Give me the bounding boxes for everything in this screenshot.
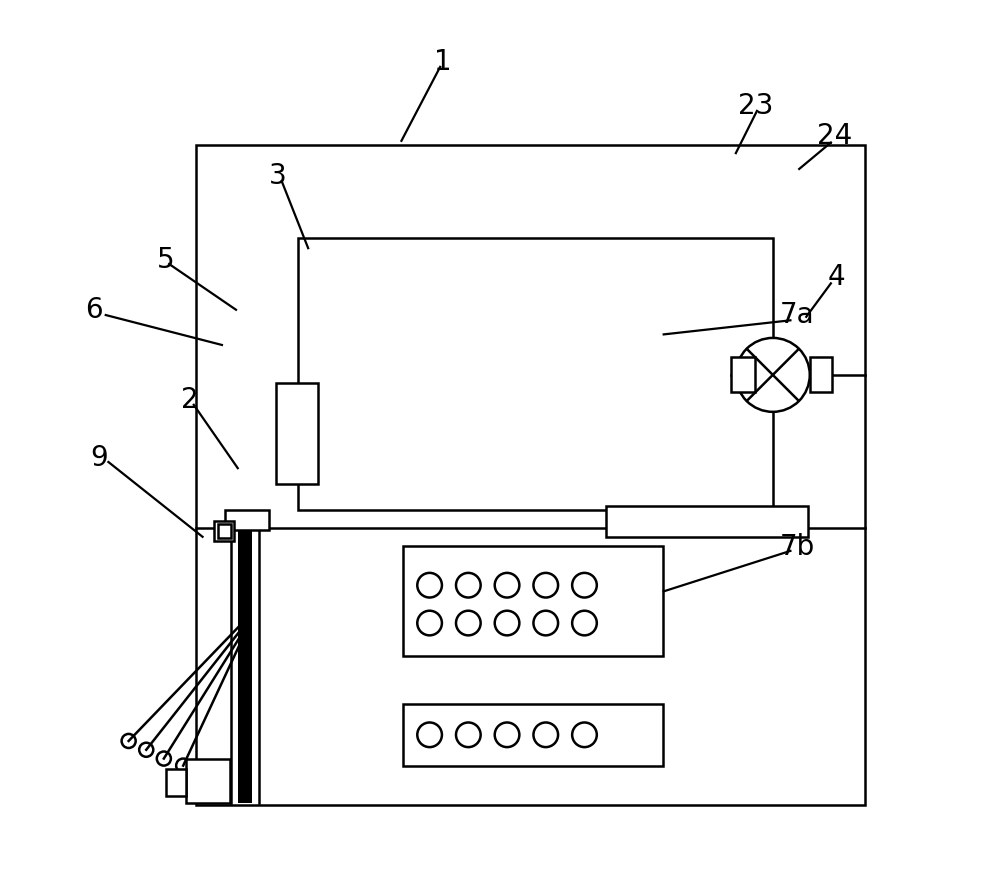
Bar bbox=[196, 145, 865, 805]
Text: 3: 3 bbox=[269, 162, 287, 190]
Text: 23: 23 bbox=[738, 92, 773, 120]
Text: 2: 2 bbox=[181, 386, 199, 414]
Bar bbox=[731, 357, 755, 392]
Text: 5: 5 bbox=[157, 246, 174, 274]
Text: 9: 9 bbox=[91, 444, 108, 472]
Bar bbox=[403, 546, 663, 656]
Bar bbox=[166, 769, 186, 796]
Text: 24: 24 bbox=[817, 122, 852, 150]
Text: 7b: 7b bbox=[780, 533, 815, 561]
Bar bbox=[214, 521, 234, 541]
Text: 1: 1 bbox=[434, 48, 452, 76]
Bar bbox=[810, 357, 832, 392]
Bar bbox=[218, 524, 231, 538]
Bar bbox=[238, 528, 252, 803]
Bar bbox=[225, 510, 269, 530]
Bar bbox=[298, 238, 773, 510]
Bar bbox=[606, 506, 808, 537]
Bar bbox=[276, 383, 318, 484]
Text: 7a: 7a bbox=[780, 301, 815, 329]
Circle shape bbox=[736, 338, 810, 412]
Text: 4: 4 bbox=[827, 263, 845, 291]
Text: 6: 6 bbox=[85, 296, 102, 324]
Bar bbox=[186, 759, 230, 803]
Bar bbox=[403, 704, 663, 766]
